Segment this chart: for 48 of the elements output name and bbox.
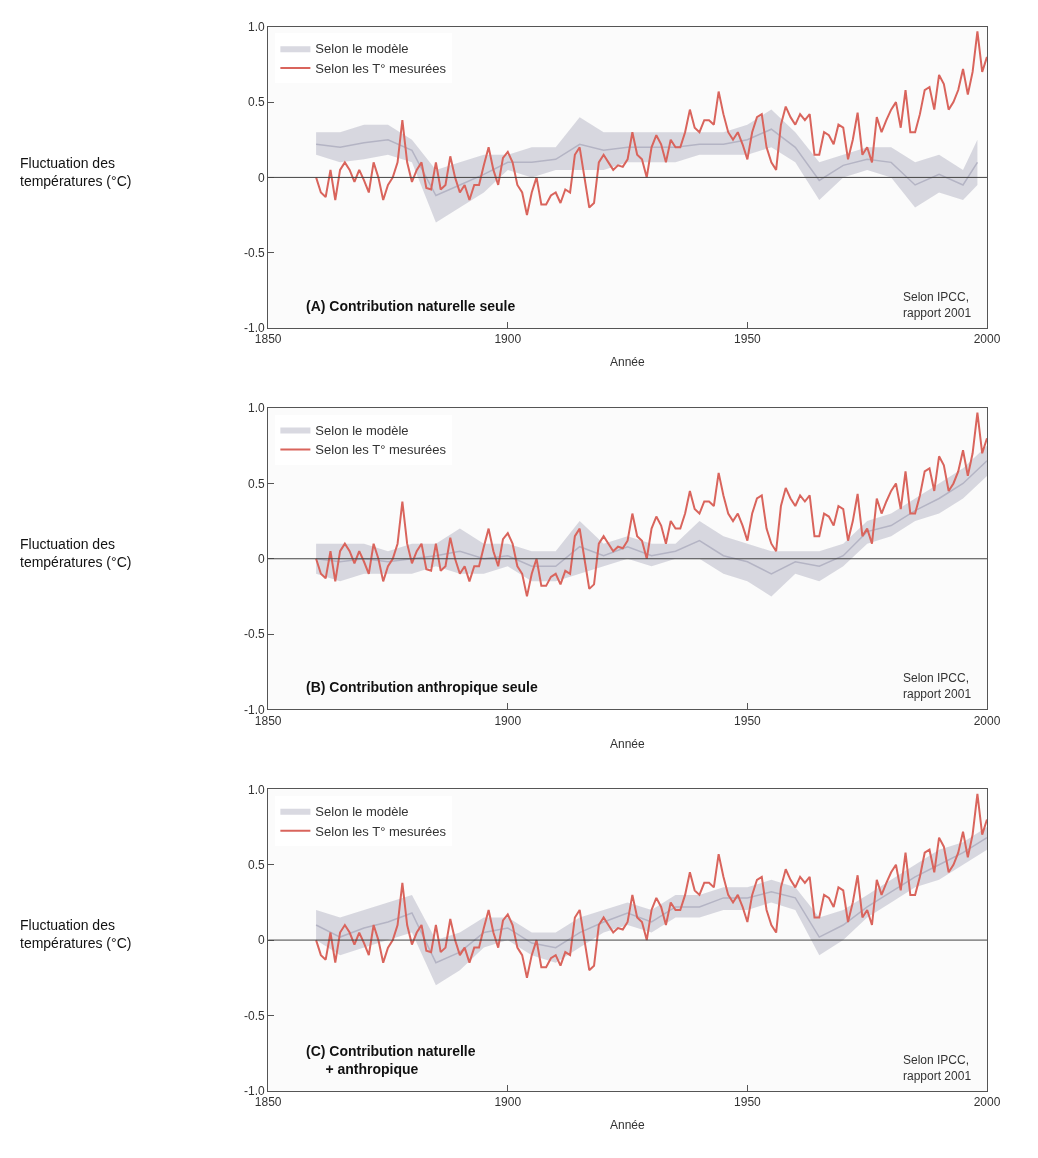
annotation: (A) Contribution naturelle seule [306,298,516,314]
x-tick-label: 2000 [973,713,1001,728]
line-series [315,128,979,197]
annotation: Selon IPCC, rapport 2001 [903,1053,972,1083]
y-tick-label: 0 [258,933,266,948]
annotation: (C) Contribution naturelle + anthropique [306,1043,476,1078]
line-series [315,836,987,964]
y-tick-label: 1.0 [248,401,266,416]
y-tick-label: -0.5 [244,245,266,260]
x-tick-label: 2000 [973,1095,1001,1110]
y-axis-title: Fluctuation des températures (°C) [20,536,132,571]
y-tick-label: 1.0 [248,782,266,797]
x-tick-label: 1850 [254,1095,282,1110]
x-tick-label: 1950 [734,713,762,728]
x-tick-label: 1900 [494,1095,522,1110]
line-series [315,30,987,217]
y-axis-title: Fluctuation des températures (°C) [20,917,132,952]
annotation: Selon IPCC, rapport 2001 [903,290,972,320]
x-tick-label: 2000 [973,332,1001,347]
legend-label: Selon le modèle [315,803,409,819]
legend-label: Selon les T° mesurées [315,823,447,839]
y-tick-label: 0.5 [248,95,266,110]
line-series [315,460,987,575]
x-tick-label: 1850 [254,332,282,347]
line-series [315,411,987,598]
y-tick-label: 0.5 [248,476,266,491]
x-axis-title: Année [610,355,646,369]
y-tick-label: -1.0 [244,1083,266,1098]
y-tick-label: 0 [258,551,266,566]
x-tick-label: 1900 [494,332,522,347]
x-axis-title: Année [610,737,646,751]
legend-label: Selon les T° mesurées [315,61,447,77]
annotation: Selon IPCC, rapport 2001 [903,671,972,701]
x-tick-label: 1950 [734,332,762,347]
y-tick-label: -0.5 [244,627,266,642]
y-tick-label: 0 [258,170,266,185]
line-series [315,792,987,979]
y-axis-title: Fluctuation des températures (°C) [20,155,132,190]
x-tick-label: 1950 [734,1095,762,1110]
legend-label: Selon le modèle [315,41,409,57]
y-tick-label: -0.5 [244,1008,266,1023]
legend-label: Selon les T° mesurées [315,442,447,458]
y-tick-label: 1.0 [248,19,266,34]
x-axis-title: Année [610,1118,646,1132]
annotation: (B) Contribution anthropique seule [306,679,538,695]
legend-label: Selon le modèle [315,422,409,438]
y-tick-label: 0.5 [248,857,266,872]
x-tick-label: 1900 [494,713,522,728]
